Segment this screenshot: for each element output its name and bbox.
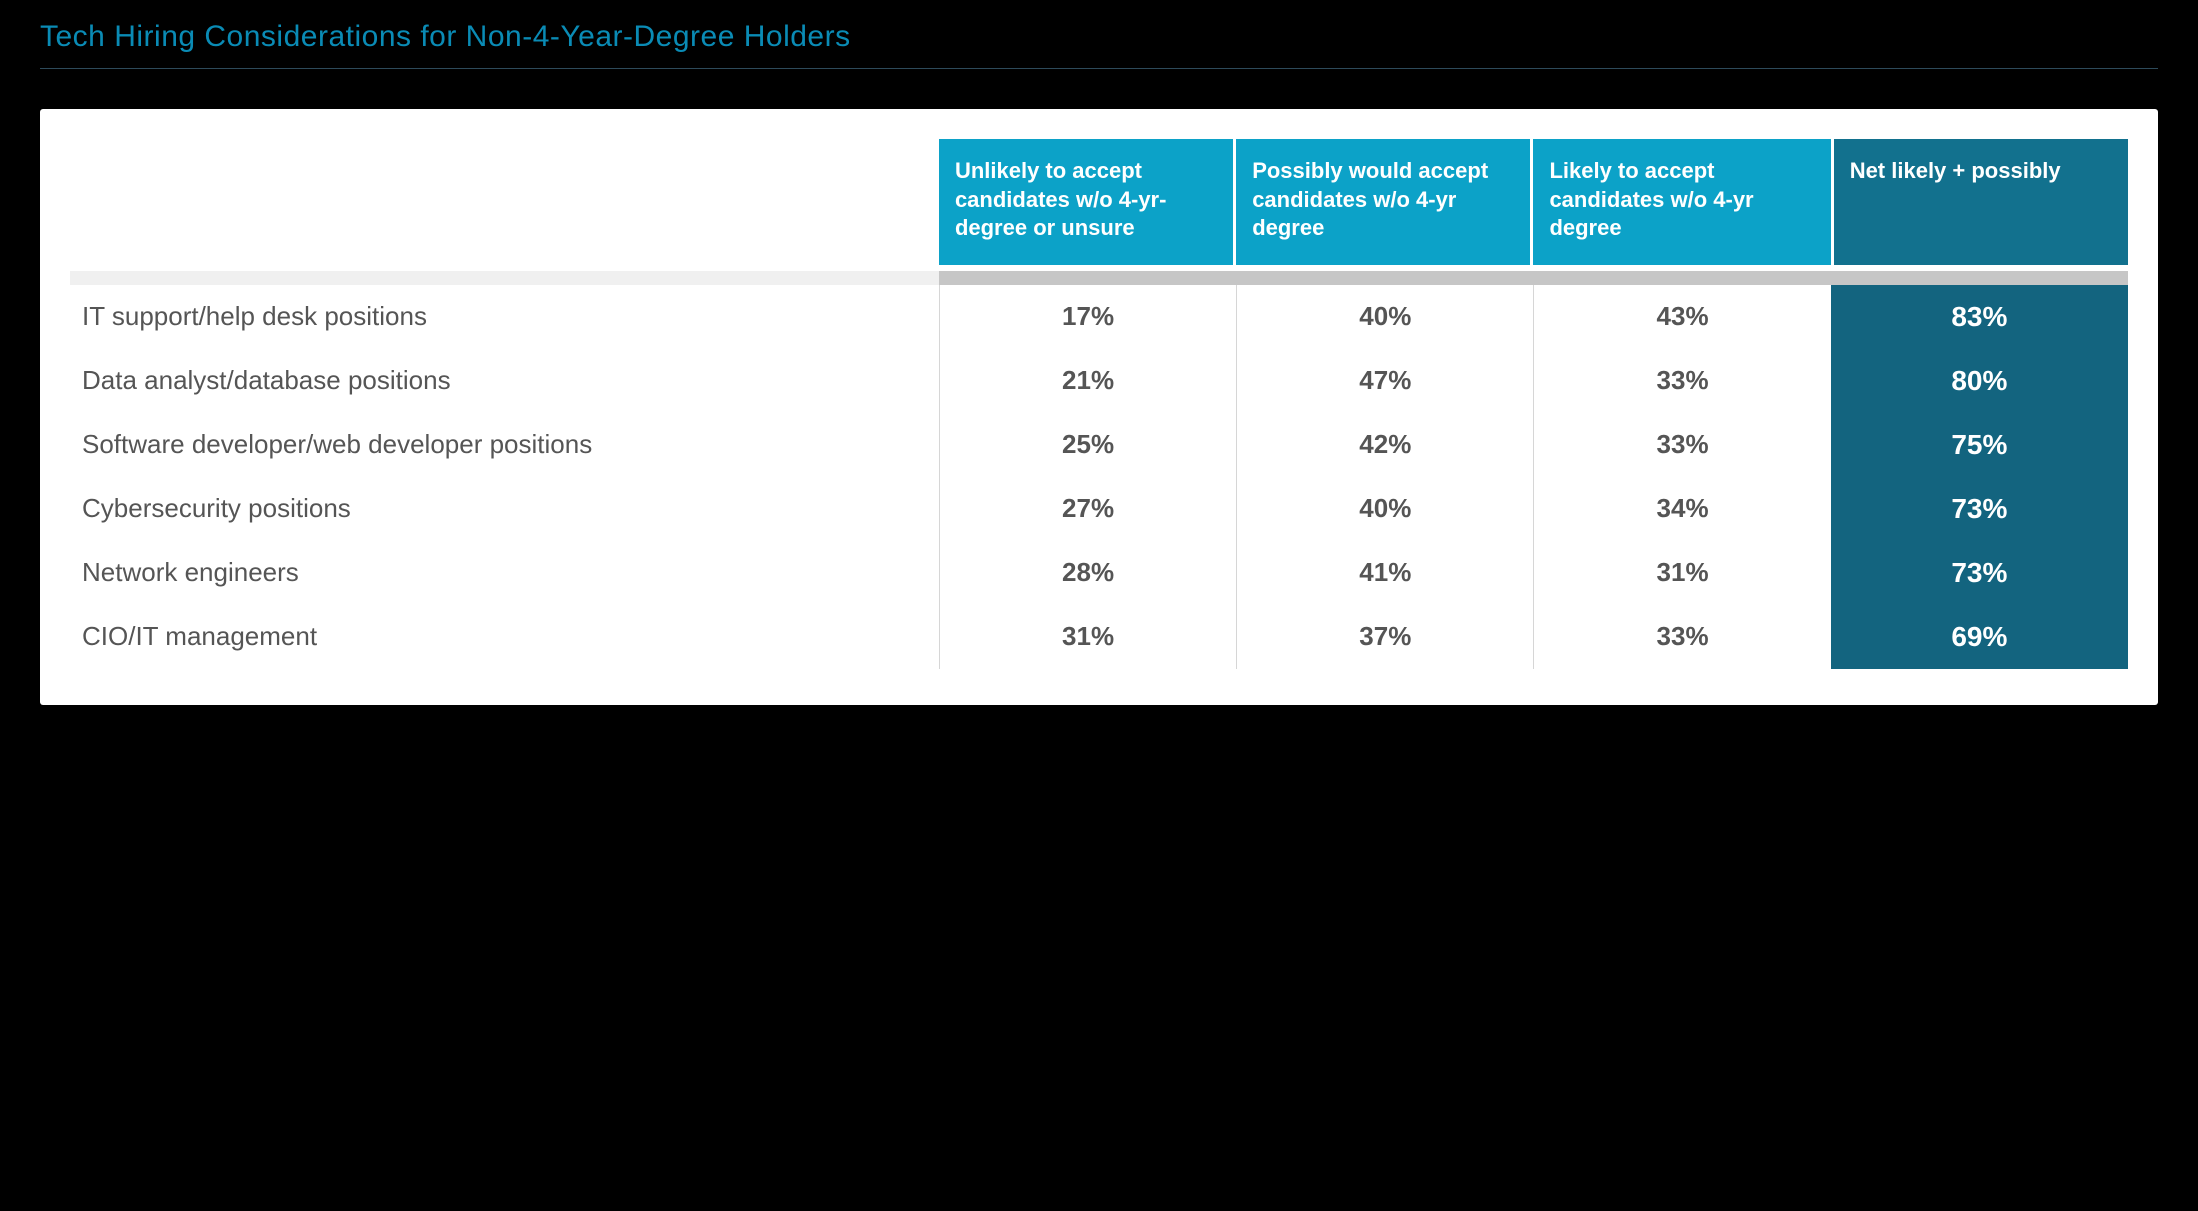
header-net: Net likely + possibly bbox=[1831, 139, 2128, 265]
cell-possibly: 37% bbox=[1236, 605, 1533, 669]
cell-net: 73% bbox=[1831, 541, 2128, 605]
chart-title: Tech Hiring Considerations for Non-4-Yea… bbox=[40, 20, 2158, 69]
row-label: Data analyst/database positions bbox=[70, 349, 939, 413]
cell-net: 69% bbox=[1831, 605, 2128, 669]
table-row: Network engineers 28% 41% 31% 73% bbox=[70, 541, 2128, 605]
cell-unlikely: 21% bbox=[939, 349, 1236, 413]
cell-possibly: 47% bbox=[1236, 349, 1533, 413]
cell-net: 75% bbox=[1831, 413, 2128, 477]
table-row: Software developer/web developer positio… bbox=[70, 413, 2128, 477]
table-row: IT support/help desk positions 17% 40% 4… bbox=[70, 285, 2128, 349]
header-likely: Likely to accept candidates w/o 4-yr deg… bbox=[1533, 139, 1830, 265]
row-label: Network engineers bbox=[70, 541, 939, 605]
cell-likely: 43% bbox=[1533, 285, 1830, 349]
cell-possibly: 40% bbox=[1236, 285, 1533, 349]
cell-unlikely: 25% bbox=[939, 413, 1236, 477]
cell-unlikely: 27% bbox=[939, 477, 1236, 541]
row-label: Software developer/web developer positio… bbox=[70, 413, 939, 477]
cell-likely: 33% bbox=[1533, 349, 1830, 413]
header-spacer-row bbox=[70, 265, 2128, 285]
cell-net: 83% bbox=[1831, 285, 2128, 349]
cell-possibly: 40% bbox=[1236, 477, 1533, 541]
table-row: CIO/IT management 31% 37% 33% 69% bbox=[70, 605, 2128, 669]
hiring-table: Unlikely to accept candidates w/o 4-yr-d… bbox=[70, 139, 2128, 669]
cell-unlikely: 28% bbox=[939, 541, 1236, 605]
cell-likely: 34% bbox=[1533, 477, 1830, 541]
cell-likely: 33% bbox=[1533, 413, 1830, 477]
page-wrapper: Tech Hiring Considerations for Non-4-Yea… bbox=[0, 0, 2198, 745]
table-header-row: Unlikely to accept candidates w/o 4-yr-d… bbox=[70, 139, 2128, 265]
cell-possibly: 41% bbox=[1236, 541, 1533, 605]
row-label: Cybersecurity positions bbox=[70, 477, 939, 541]
cell-unlikely: 17% bbox=[939, 285, 1236, 349]
header-unlikely: Unlikely to accept candidates w/o 4-yr-d… bbox=[939, 139, 1236, 265]
table-row: Cybersecurity positions 27% 40% 34% 73% bbox=[70, 477, 2128, 541]
table-card: Unlikely to accept candidates w/o 4-yr-d… bbox=[40, 109, 2158, 705]
cell-net: 80% bbox=[1831, 349, 2128, 413]
cell-net: 73% bbox=[1831, 477, 2128, 541]
table-row: Data analyst/database positions 21% 47% … bbox=[70, 349, 2128, 413]
row-label: CIO/IT management bbox=[70, 605, 939, 669]
cell-likely: 31% bbox=[1533, 541, 1830, 605]
cell-likely: 33% bbox=[1533, 605, 1830, 669]
header-empty bbox=[70, 139, 939, 265]
cell-unlikely: 31% bbox=[939, 605, 1236, 669]
header-possibly: Possibly would accept candidates w/o 4-y… bbox=[1236, 139, 1533, 265]
cell-possibly: 42% bbox=[1236, 413, 1533, 477]
row-label: IT support/help desk positions bbox=[70, 285, 939, 349]
